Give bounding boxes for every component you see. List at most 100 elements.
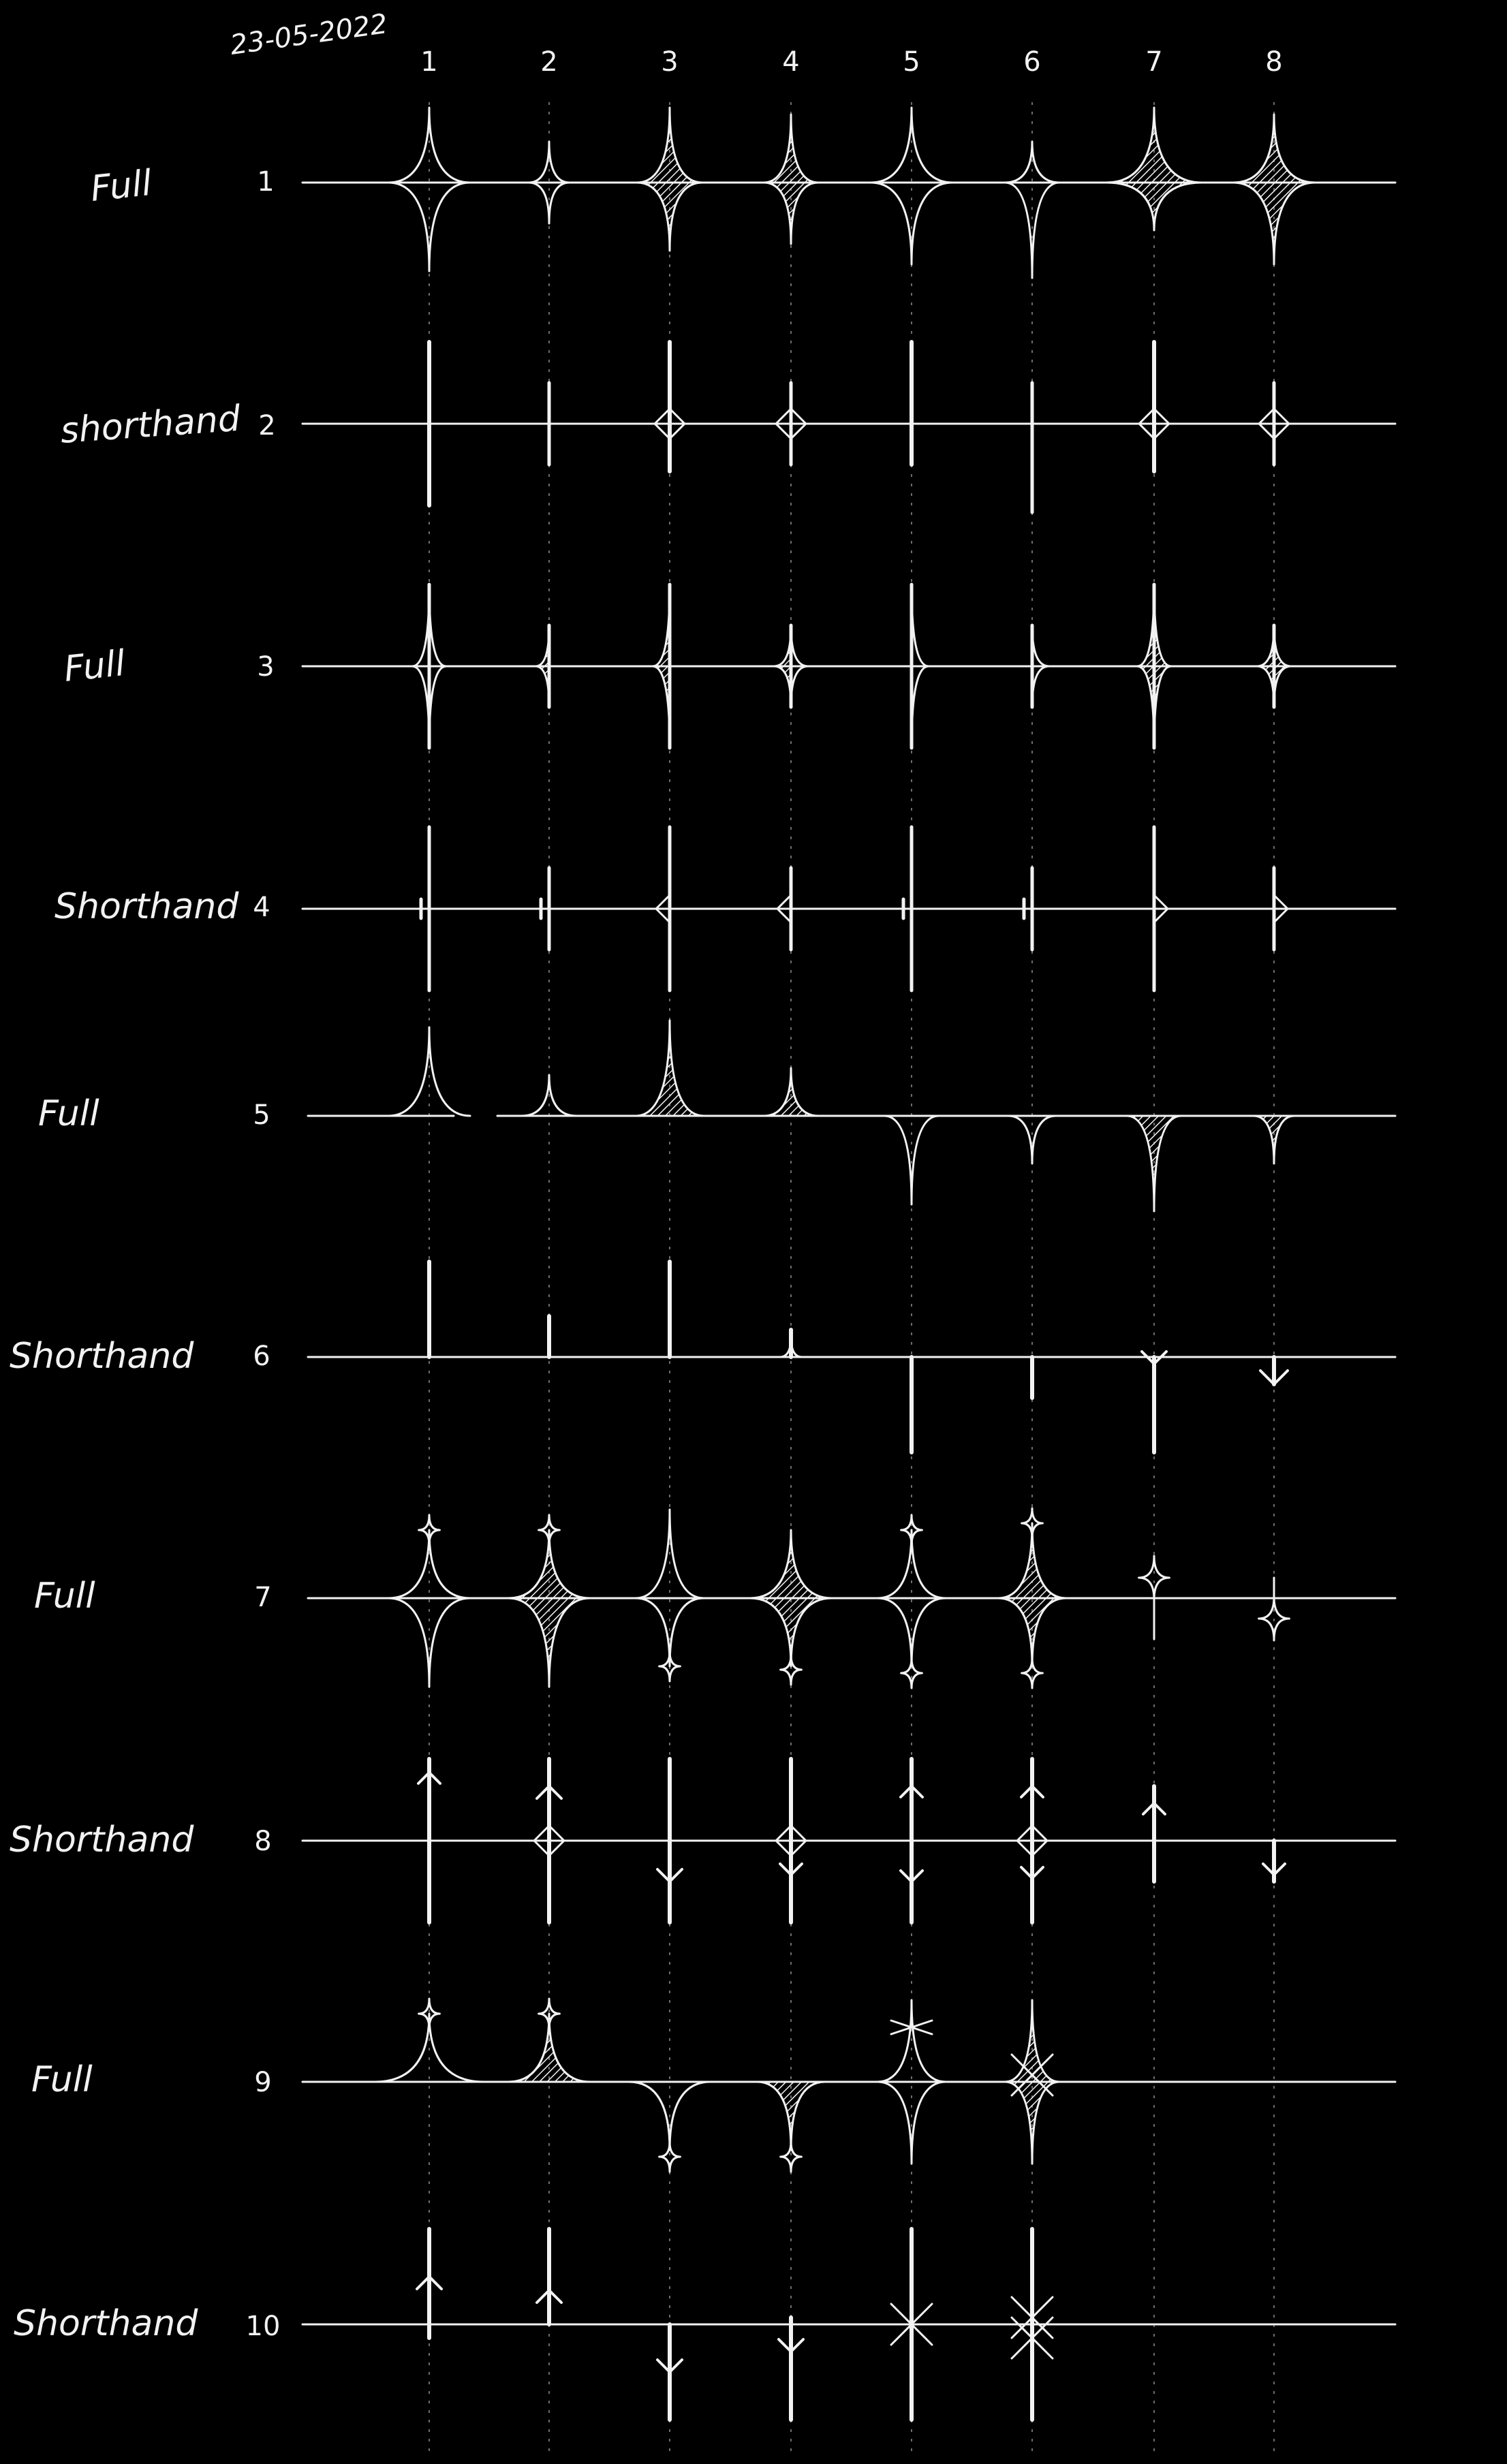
glyph-r9-c1	[373, 2012, 485, 2083]
glyph-r3-c4-right	[790, 624, 809, 708]
glyph-r5-c4	[762, 1067, 820, 1117]
column-label-1: 1	[420, 46, 437, 78]
row-label-10: Shorthand	[14, 2303, 198, 2344]
glyph-r8-c7-arrow	[1142, 1802, 1166, 1815]
glyph-r3-c1-left	[411, 583, 431, 749]
row-number-8: 8	[254, 1826, 271, 1857]
glyph-r8-c6-diamond	[1016, 1824, 1048, 1857]
glyph-r8-c5-arrow	[899, 1785, 924, 1798]
glyph-r4-c4-left	[776, 894, 792, 924]
glyph-r3-c8-left	[1256, 624, 1275, 708]
glyph-r6-c7-chev	[1140, 1350, 1168, 1365]
glyph-r10-c2-arrow	[535, 2289, 563, 2304]
glyph-r8-c5-arrow2	[899, 1869, 924, 1883]
glyph-r1-c8	[1232, 113, 1316, 266]
glyph-r8-c3-arrow	[656, 1868, 683, 1883]
row-label-6: Shorthand	[10, 1336, 194, 1377]
glyph-r1-c4	[762, 113, 820, 245]
glyph-r3-c1-right	[428, 583, 448, 749]
glyph-r8-c2-diamond	[533, 1824, 565, 1857]
glyph-r3-c3-left	[651, 583, 671, 749]
glyph-r9-c2-top	[538, 1997, 561, 2030]
glyph-r7-c1-top	[418, 1514, 441, 1546]
glyph-r9-c5-x2	[890, 2019, 933, 2036]
row-number-7: 7	[254, 1582, 271, 1613]
glyph-r3-c5-right	[910, 583, 930, 749]
row-label-8: Shorthand	[10, 1820, 194, 1860]
glyph-r7-c5-top	[900, 1514, 923, 1546]
glyph-r7-c3	[634, 1508, 705, 1668]
glyph-r4-c8-right	[1273, 894, 1289, 924]
glyph-r10-c6-x2	[1010, 2296, 1054, 2339]
glyph-r8-c4-arrow	[779, 1862, 803, 1876]
glyph-r9-c5	[876, 1999, 947, 2165]
glyph-r5-c6	[1007, 1114, 1057, 1165]
glyph-r9-c4	[756, 2080, 826, 2151]
glyph-r9-c2	[507, 2012, 591, 2083]
glyph-r1-c3	[636, 106, 704, 252]
row-label-7: Full	[34, 1576, 95, 1617]
glyph-r9-c3-bot	[658, 2140, 681, 2173]
row-label-4: Shorthand	[55, 886, 239, 927]
glyph-r5-c5	[883, 1114, 940, 1206]
glyph-r10-c3-arrow	[656, 2358, 683, 2373]
glyph-r5-c2	[521, 1074, 578, 1117]
glyph-r1-c6	[1004, 140, 1061, 279]
glyph-r8-c4-diamond	[775, 1824, 807, 1857]
glyph-r7-c6-top	[1021, 1507, 1044, 1540]
row-label-1: Full	[89, 163, 154, 210]
row-number-5: 5	[253, 1100, 270, 1131]
row-number-1: 1	[257, 166, 274, 198]
glyph-r3-c2-left	[534, 624, 550, 708]
glyph-r4-c7-right	[1153, 894, 1169, 924]
glyph-r9-c4-bot	[779, 2140, 803, 2173]
glyph-r3-c4-left	[773, 624, 792, 708]
row-label-9: Full	[31, 2059, 93, 2100]
glyph-r10-c1-arrow	[416, 2275, 443, 2290]
column-label-5: 5	[903, 46, 920, 78]
glyph-r7-c8	[1258, 1595, 1290, 1642]
glyph-r10-c6-x4	[1010, 2316, 1054, 2360]
glyph-r2-c7-diamond	[1138, 407, 1170, 440]
glyph-r6-c8-chev	[1259, 1369, 1289, 1386]
glyph-r8-c6-arrow	[1020, 1785, 1044, 1798]
glyph-r5-c7	[1125, 1114, 1183, 1213]
glyph-r7-c2	[507, 1529, 591, 1688]
glyph-r9-c6-x2	[1010, 2053, 1054, 2097]
glyph-r4-c3-left	[655, 894, 671, 924]
glyph-r5-c8	[1252, 1114, 1296, 1165]
glyph-r7-c2-top	[538, 1514, 561, 1546]
column-label-7: 7	[1145, 46, 1162, 78]
glyph-r7-c5-bot	[900, 1657, 923, 1689]
glyph-r8-c8-arrow	[1262, 1862, 1286, 1876]
glyph-r5-c1	[387, 1026, 471, 1117]
glyph-r3-c8-right	[1273, 624, 1292, 708]
glyph-r6-c4-tip	[779, 1335, 803, 1358]
glyph-r7-c5	[876, 1529, 947, 1668]
glyph-r10-c5-x2	[890, 2303, 933, 2346]
glyph-r7-c6	[997, 1522, 1068, 1668]
glyph-r9-c3	[627, 2080, 712, 2151]
column-label-4: 4	[782, 46, 799, 78]
glyph-r8-c2-arrow	[535, 1785, 563, 1800]
row-number-10: 10	[246, 2311, 281, 2342]
row-number-3: 3	[257, 651, 274, 683]
glyph-r1-c7	[1105, 106, 1203, 232]
row-label-3: Full	[62, 643, 127, 690]
row-number-2: 2	[258, 410, 275, 441]
glyph-r2-c8-diamond	[1258, 407, 1290, 440]
column-label-6: 6	[1023, 46, 1040, 78]
glyph-r7-c4-bot	[779, 1653, 803, 1686]
column-label-3: 3	[661, 46, 678, 78]
row-number-4: 4	[253, 892, 270, 923]
glyph-r8-c1-arrow	[417, 1771, 441, 1785]
glyph-r2-c3-diamond	[653, 407, 686, 440]
column-label-2: 2	[540, 46, 557, 78]
glyph-r10-c4-arrow	[777, 2338, 805, 2353]
glyph-r5-c3	[634, 1019, 705, 1117]
glyph-r7-c6-bot	[1021, 1657, 1044, 1689]
glyph-r1-c2	[527, 140, 571, 225]
glyph-r3-c6-right	[1031, 624, 1051, 708]
